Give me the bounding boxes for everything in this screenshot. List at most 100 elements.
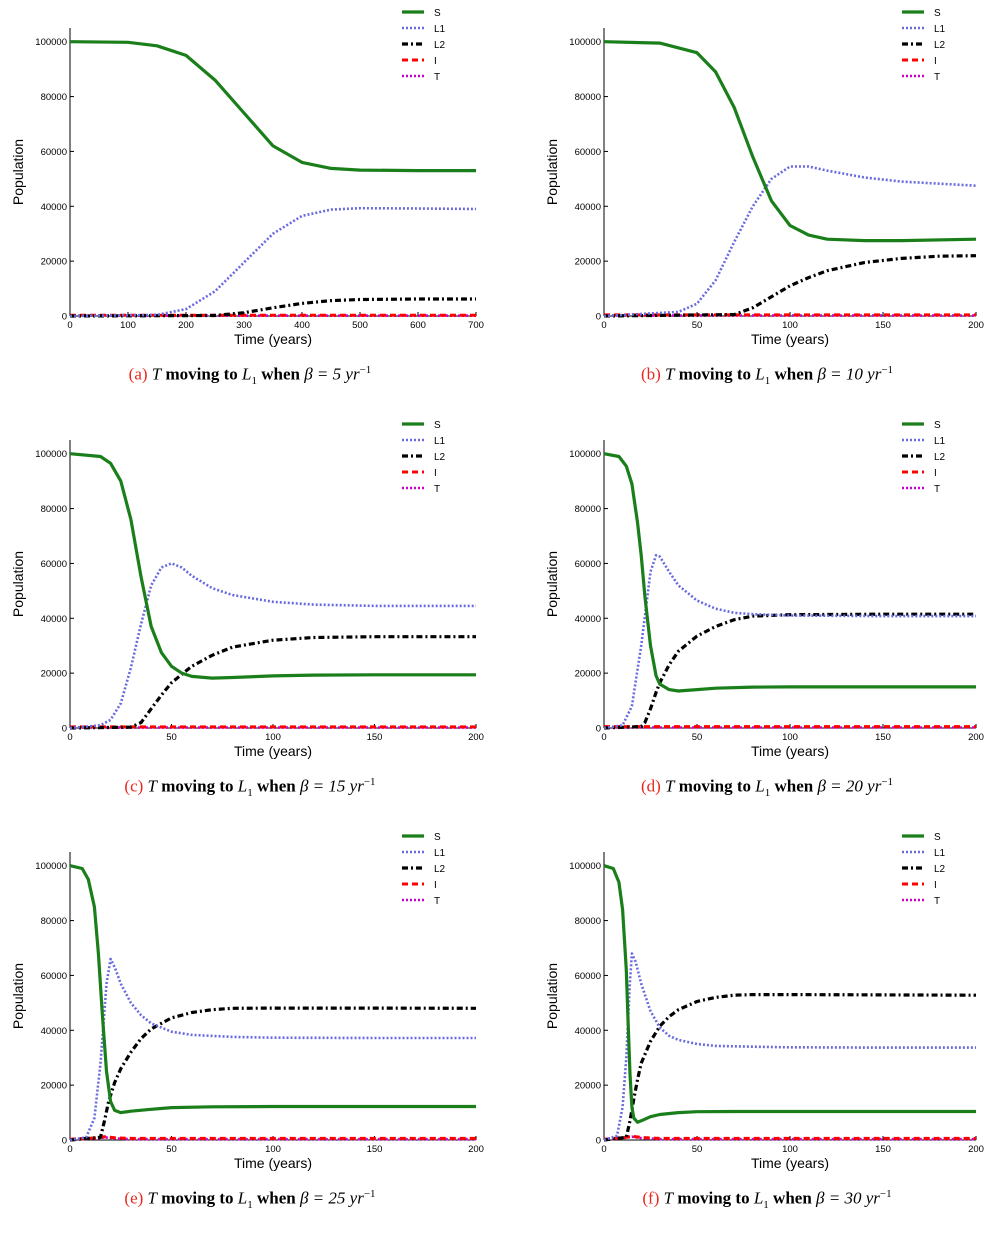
y-tick-label: 80000	[41, 92, 67, 103]
chart-a: 0 20000 40000 60000 80000 100000 0 100 200 300 400…	[10, 8, 484, 347]
x-tick-label: 100	[782, 732, 798, 743]
caption-b-var: T	[665, 364, 675, 384]
x-tick-label: 50	[692, 320, 703, 331]
y-tick-label: 20000	[41, 669, 67, 680]
x-tick-label: 200	[178, 320, 194, 331]
x-tick-label: 0	[601, 320, 606, 331]
x-tick-label: 300	[236, 320, 252, 331]
y-tick-label: 80000	[575, 504, 601, 515]
y-tick-label: 0	[596, 1136, 601, 1147]
chart-panel-c: 0 20000 40000 60000 80000 100000 0 50 100 150 200 T…	[0, 412, 500, 824]
caption-f-var: T	[663, 1188, 674, 1208]
legend-label-l2: L2	[934, 452, 946, 463]
y-axis-label: Population	[10, 963, 26, 1029]
chart-panel-e: 0 20000 40000 60000 80000 100000 0 50 100 150 200 T…	[0, 824, 500, 1236]
y-tick-label: 80000	[575, 916, 601, 927]
x-tick-label: 100	[265, 732, 281, 743]
legend-label-s: S	[434, 8, 441, 19]
legend-label-l1: L1	[934, 436, 946, 447]
y-tick-label: 80000	[41, 916, 67, 927]
caption-d-beta: β = 20	[817, 776, 863, 796]
y-tick-label: 80000	[575, 92, 601, 103]
series-line-s	[603, 40, 977, 243]
caption-c-when: when	[256, 776, 296, 796]
caption-d: (d) T moving to L1 when β = 20 yr−1	[534, 776, 1000, 799]
x-tick-label: 700	[468, 320, 484, 331]
series-line-l2	[603, 993, 977, 1142]
x-tick-label: 200	[968, 1144, 984, 1155]
caption-b-unit: yr	[867, 364, 882, 384]
legend-label-i: I	[434, 56, 437, 67]
y-tick-label: 100000	[569, 449, 601, 460]
x-tick-label: 100	[265, 1144, 281, 1155]
series-line-s	[69, 864, 476, 1115]
x-axis-label: Time (years)	[234, 331, 312, 347]
caption-a-beta: β = 5	[304, 364, 342, 384]
x-tick-label: 500	[352, 320, 368, 331]
series-line-l1	[69, 206, 477, 318]
series-group	[603, 452, 976, 730]
caption-f-target: L	[753, 1188, 764, 1208]
series-line-s	[603, 452, 976, 693]
x-tick-label: 150	[875, 732, 891, 743]
caption-e-label: (e)	[124, 1188, 144, 1208]
series-group	[69, 452, 476, 730]
caption-e-text: moving to	[161, 1188, 234, 1208]
caption-e-target: L	[237, 1188, 248, 1208]
y-tick-label: 20000	[575, 257, 601, 268]
caption-e-beta: β = 25	[299, 1188, 346, 1208]
x-tick-label: 50	[692, 732, 703, 743]
y-tick-label: 60000	[575, 559, 601, 570]
y-tick-label: 0	[62, 312, 67, 323]
legend-label-l1: L1	[434, 848, 446, 859]
caption-b-label: (b)	[640, 364, 661, 384]
caption-e-when: when	[256, 1188, 296, 1208]
x-tick-label: 100	[782, 1144, 798, 1155]
y-tick-label: 100000	[35, 37, 67, 48]
caption-d-unit: yr	[867, 776, 882, 796]
y-tick-label: 100000	[569, 37, 601, 48]
caption-f-label: (f)	[642, 1188, 660, 1208]
legend-label-l1: L1	[434, 436, 446, 447]
caption-f-target-sub: 1	[763, 1199, 769, 1212]
legend-label-l1: L1	[934, 24, 946, 35]
legend-label-t: T	[934, 484, 940, 495]
y-tick-label: 40000	[41, 1026, 67, 1037]
series-group	[603, 864, 977, 1142]
caption-c-target-sub: 1	[247, 787, 253, 800]
chart-panel-b: 0 20000 40000 60000 80000 100000 0 50 100 150 200 T…	[534, 0, 1000, 412]
x-tick-label: 200	[468, 732, 484, 743]
y-axis-label: Population	[10, 551, 26, 617]
y-tick-label: 0	[62, 724, 67, 735]
series-line-l1	[603, 165, 977, 318]
caption-c: (c) T moving to L1 when β = 15 yr−1	[0, 776, 500, 799]
caption-d-var: T	[665, 776, 675, 796]
x-tick-label: 200	[968, 732, 984, 743]
caption-a-var: T	[151, 364, 162, 384]
series-line-l2	[603, 612, 976, 730]
legend-label-t: T	[434, 896, 440, 907]
legend-label-i: I	[934, 880, 937, 891]
legend-label-l2: L2	[934, 40, 946, 51]
y-tick-label: 60000	[575, 971, 601, 982]
y-axis-label: Population	[544, 139, 560, 205]
x-tick-label: 50	[692, 1144, 703, 1155]
x-tick-label: 400	[294, 320, 310, 331]
y-tick-label: 40000	[41, 614, 67, 625]
y-tick-label: 20000	[575, 1081, 601, 1092]
legend-label-s: S	[434, 420, 441, 431]
caption-a-target: L	[242, 364, 252, 384]
caption-a-target-sub: 1	[251, 375, 257, 388]
caption-b-text: moving to	[678, 364, 751, 384]
y-tick-label: 60000	[41, 971, 67, 982]
caption-b-beta: β = 10	[817, 364, 863, 384]
caption-d-target-sub: 1	[764, 787, 771, 800]
caption-d-target: L	[755, 776, 765, 796]
series-group	[69, 40, 477, 318]
caption-f-unit: yr	[865, 1188, 880, 1208]
x-tick-label: 200	[468, 1144, 484, 1155]
caption-b-target: L	[755, 364, 765, 384]
legend-label-t: T	[934, 896, 940, 907]
caption-b-when: when	[774, 364, 814, 384]
x-axis-label: Time (years)	[234, 1155, 312, 1171]
